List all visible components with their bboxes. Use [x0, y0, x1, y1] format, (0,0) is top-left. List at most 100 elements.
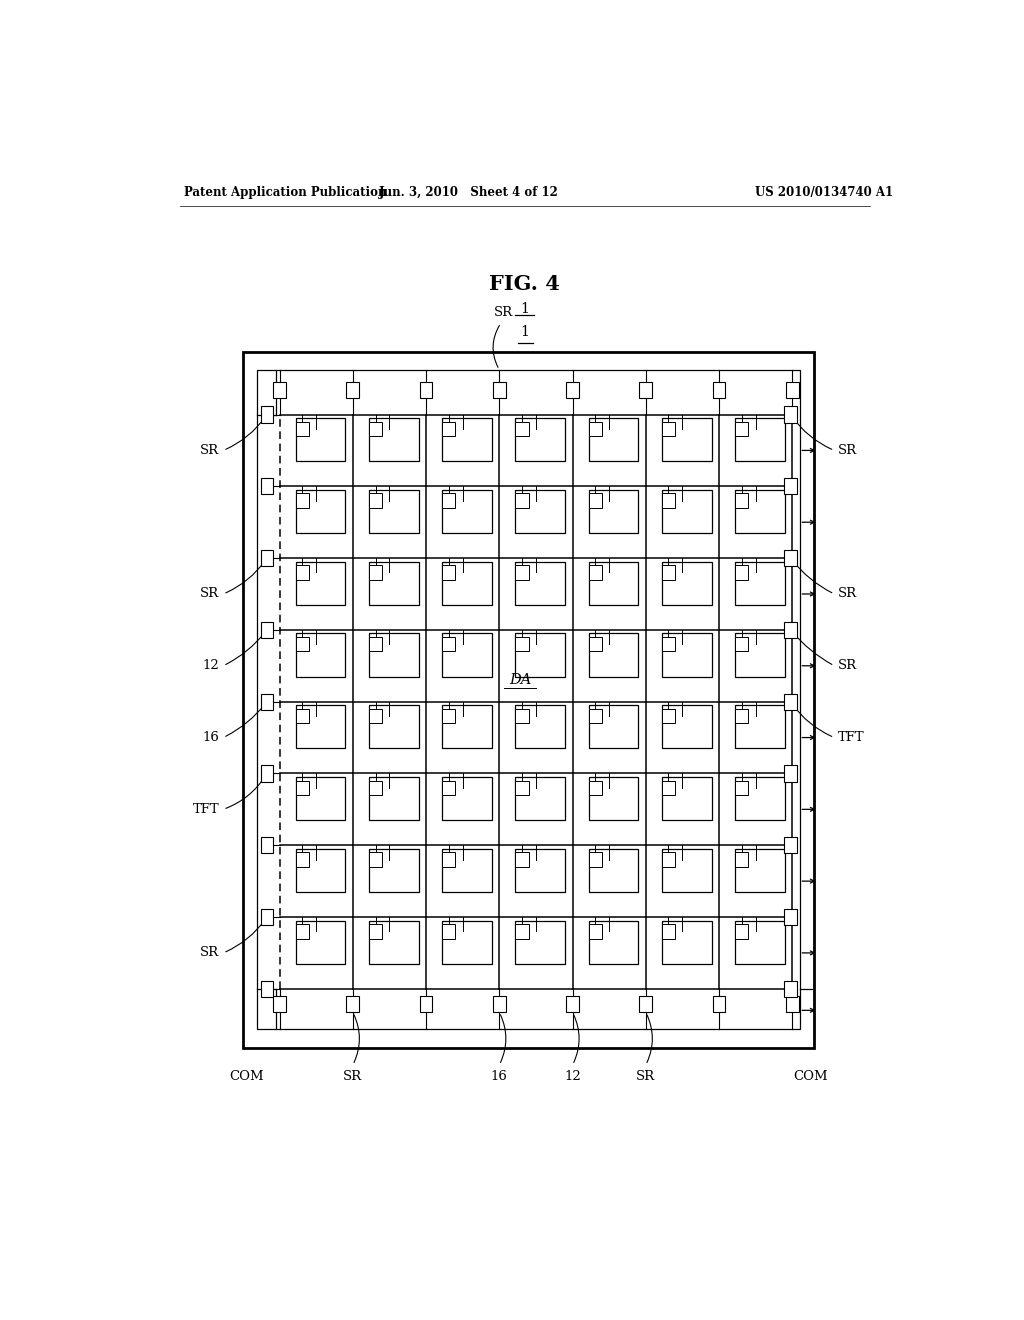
Bar — [369, 494, 382, 508]
Bar — [735, 494, 749, 508]
Bar — [257, 370, 800, 1030]
Bar — [784, 478, 797, 495]
Bar — [369, 777, 419, 820]
Bar — [260, 837, 273, 853]
Bar — [589, 490, 638, 533]
Bar — [296, 853, 309, 867]
Bar — [589, 853, 602, 867]
Bar — [296, 920, 345, 964]
Text: SR: SR — [200, 444, 219, 457]
Bar — [369, 562, 419, 605]
Bar — [369, 490, 419, 533]
Text: SR: SR — [839, 444, 857, 457]
Bar — [296, 705, 345, 748]
Bar — [420, 381, 432, 399]
Bar — [735, 853, 749, 867]
Bar — [369, 705, 419, 748]
Bar — [515, 853, 528, 867]
Bar — [442, 853, 456, 867]
Bar — [735, 421, 749, 436]
Bar — [784, 837, 797, 853]
Bar — [442, 777, 492, 820]
Bar — [662, 418, 712, 461]
Bar — [442, 421, 456, 436]
Bar — [784, 550, 797, 566]
Bar — [785, 997, 799, 1012]
Bar — [589, 924, 602, 939]
Bar — [260, 909, 273, 925]
Text: TFT: TFT — [839, 731, 865, 744]
Bar — [515, 709, 528, 723]
Bar — [346, 381, 359, 399]
Bar — [662, 565, 675, 579]
Bar — [296, 924, 309, 939]
Bar — [662, 780, 675, 795]
Bar — [785, 381, 799, 399]
Text: SR: SR — [200, 946, 219, 960]
Bar — [566, 997, 579, 1012]
Bar — [515, 849, 565, 892]
Bar — [784, 693, 797, 710]
Bar — [589, 920, 638, 964]
Bar — [515, 562, 565, 605]
Bar — [369, 920, 419, 964]
Bar — [735, 638, 749, 651]
Bar — [296, 638, 309, 651]
Bar — [589, 562, 638, 605]
Bar — [662, 421, 675, 436]
Bar — [735, 920, 785, 964]
Bar — [442, 638, 456, 651]
Bar — [662, 920, 712, 964]
Bar — [662, 638, 675, 651]
Bar — [589, 780, 602, 795]
Bar — [662, 853, 675, 867]
Bar — [369, 634, 419, 677]
Text: TFT: TFT — [193, 803, 219, 816]
Bar — [515, 924, 528, 939]
Bar — [260, 981, 273, 997]
Text: SR: SR — [200, 587, 219, 601]
Bar — [296, 418, 345, 461]
Bar — [243, 351, 814, 1048]
Bar — [515, 565, 528, 579]
Bar — [735, 709, 749, 723]
Bar — [735, 634, 785, 677]
Text: 1: 1 — [520, 325, 529, 339]
Bar — [515, 634, 565, 677]
Bar — [442, 780, 456, 795]
Bar — [735, 777, 785, 820]
Bar — [442, 705, 492, 748]
Bar — [442, 562, 492, 605]
Bar — [515, 780, 528, 795]
Bar — [260, 622, 273, 638]
Bar — [493, 381, 506, 399]
Bar — [493, 997, 506, 1012]
Bar — [369, 853, 382, 867]
Bar — [589, 705, 638, 748]
Bar — [735, 490, 785, 533]
Bar — [346, 997, 359, 1012]
Bar — [260, 693, 273, 710]
Bar — [735, 849, 785, 892]
Bar — [442, 418, 492, 461]
Bar — [442, 490, 492, 533]
Bar — [735, 565, 749, 579]
Bar — [369, 421, 382, 436]
Bar — [369, 709, 382, 723]
Bar — [442, 924, 456, 939]
Bar — [420, 997, 432, 1012]
Bar — [735, 562, 785, 605]
Bar — [735, 924, 749, 939]
Bar — [662, 562, 712, 605]
Bar — [735, 418, 785, 461]
Text: COM: COM — [794, 1071, 827, 1084]
Text: SR: SR — [343, 1071, 362, 1084]
Bar — [369, 849, 419, 892]
Text: SR: SR — [636, 1071, 655, 1084]
Bar — [662, 777, 712, 820]
Bar — [735, 705, 785, 748]
Bar — [296, 490, 345, 533]
Bar — [260, 766, 273, 781]
Bar — [515, 705, 565, 748]
Bar — [369, 418, 419, 461]
